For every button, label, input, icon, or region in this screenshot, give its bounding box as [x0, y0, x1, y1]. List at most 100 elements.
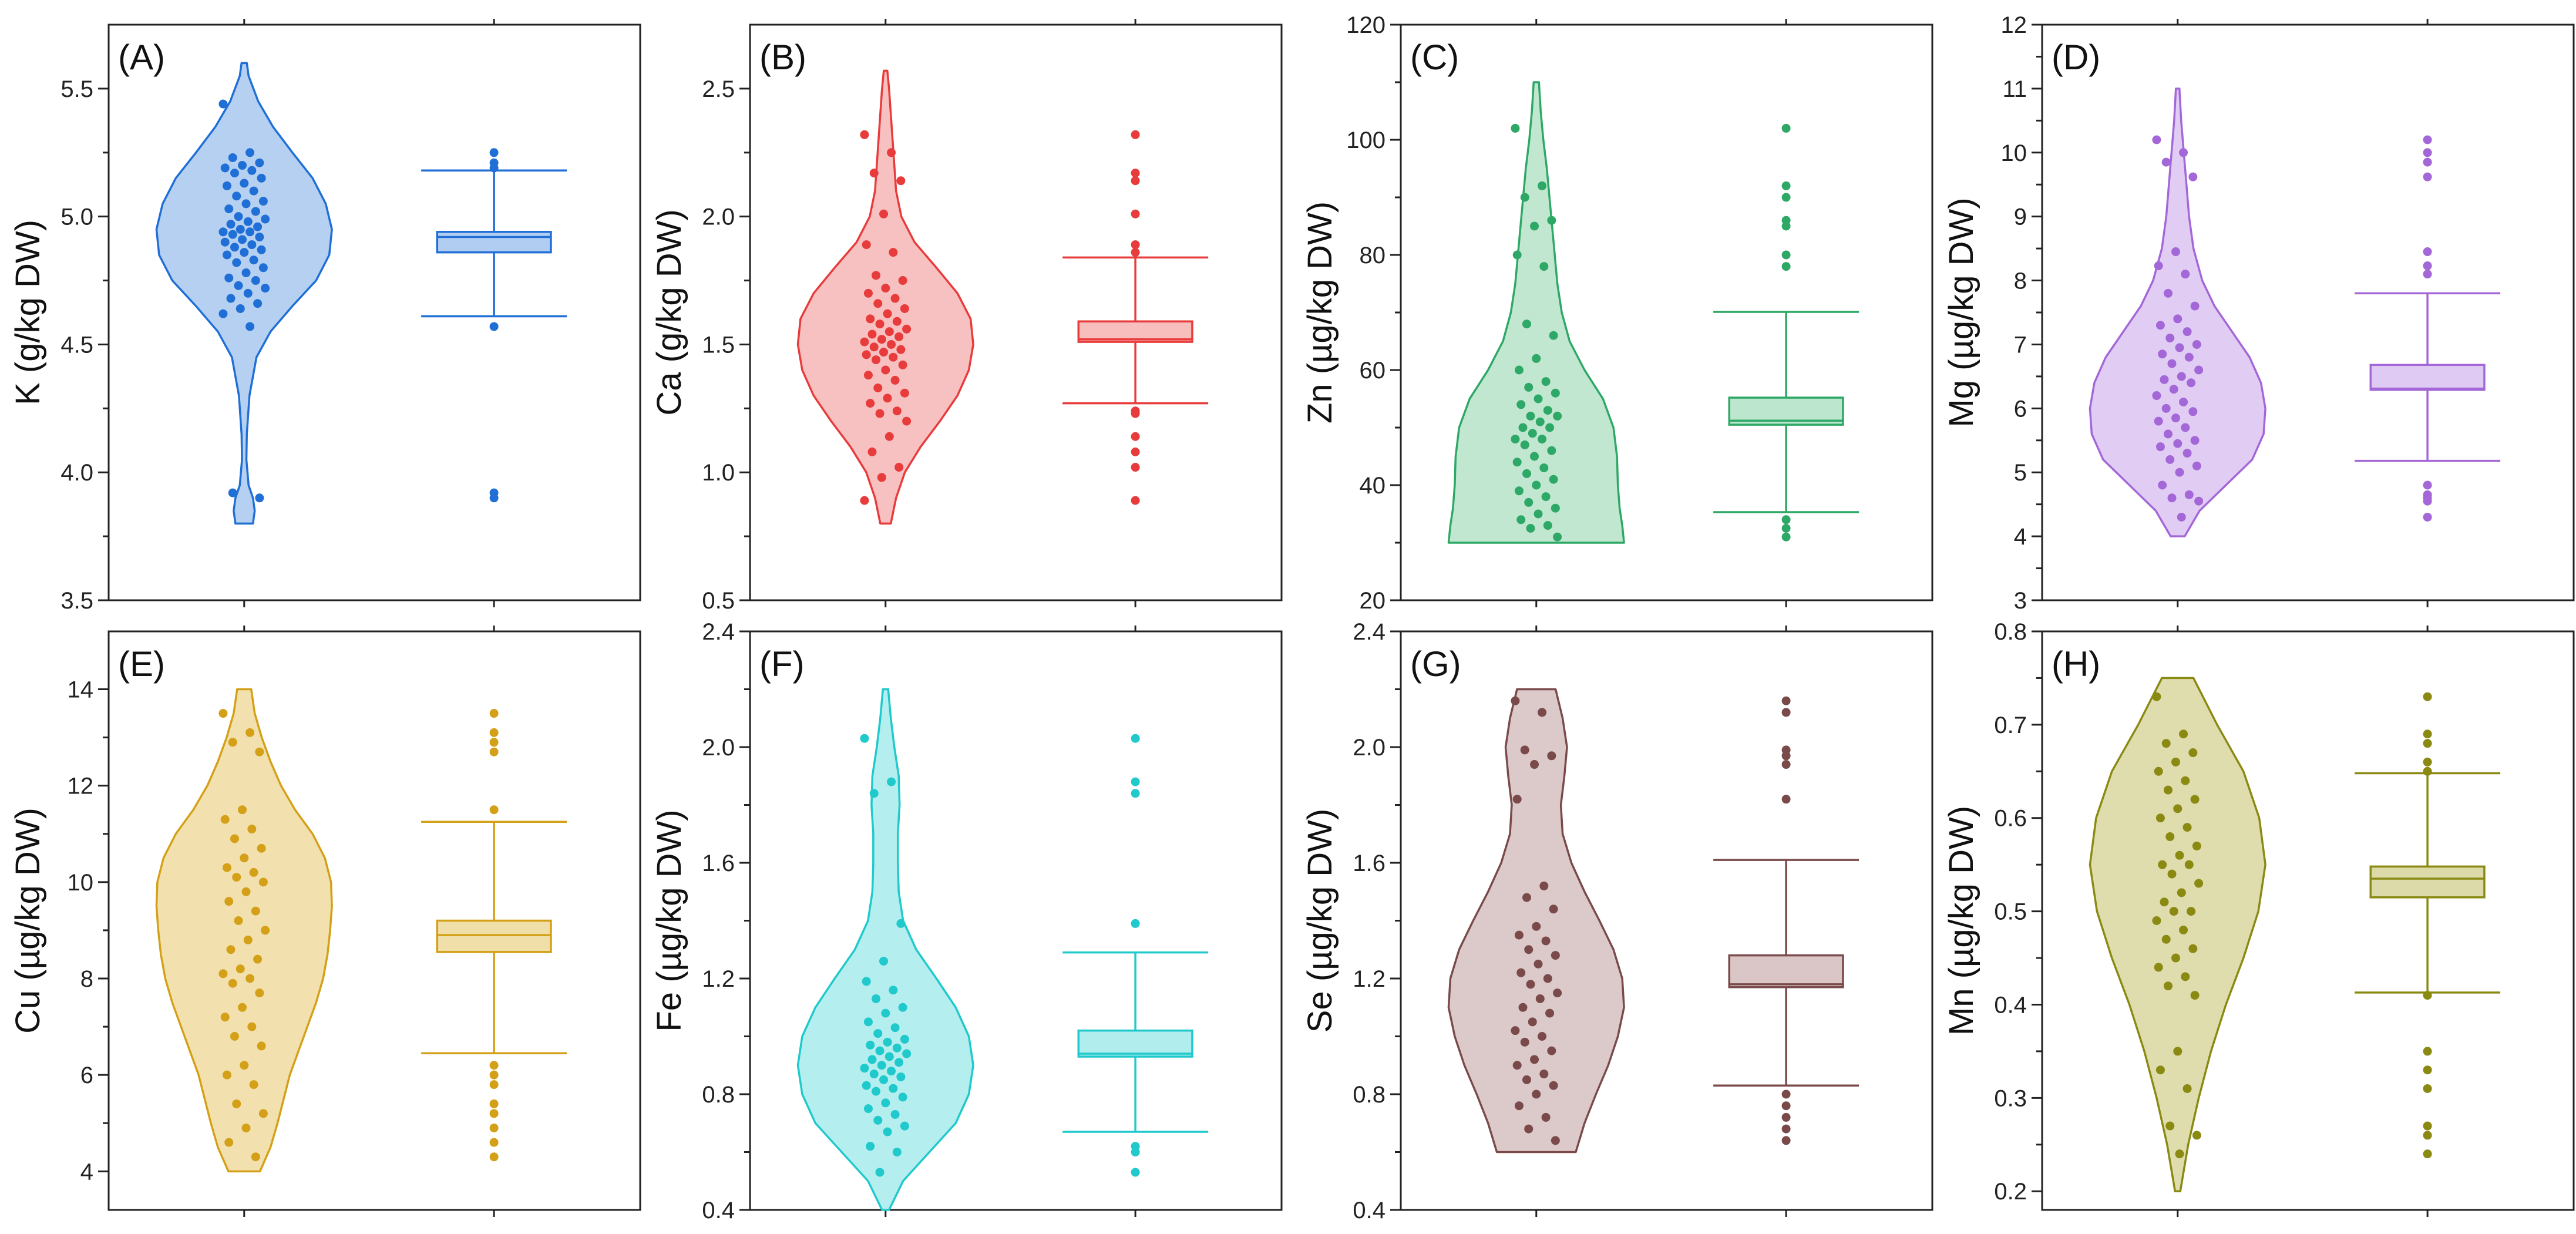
data-point — [2163, 288, 2173, 298]
data-point — [869, 1070, 879, 1079]
y-tick-label: 0.7 — [1994, 712, 2027, 738]
panel-k: 3.5 4.0 4.5 5.0 5.5 K (g/kg DW) (A) — [9, 19, 641, 614]
outlier-point — [1131, 240, 1140, 250]
y-tick-label: 100 — [1346, 127, 1385, 153]
data-point — [2182, 1084, 2192, 1093]
data-point — [241, 1123, 251, 1132]
y-tick-label: 14 — [68, 677, 94, 703]
box — [436, 231, 552, 254]
data-point — [246, 974, 255, 983]
data-point — [218, 309, 228, 318]
outlier-point — [1781, 696, 1791, 705]
y-tick-label: 5.0 — [60, 204, 93, 230]
data-point — [2161, 739, 2171, 748]
data-point — [2165, 455, 2175, 464]
data-point — [253, 299, 263, 308]
data-point — [1541, 936, 1551, 946]
panel-mn: 0.2 0.3 0.4 0.5 0.6 0.7 0.8 Mn (µg/kg DW) (H) — [1942, 619, 2575, 1217]
data-point — [1512, 1061, 1522, 1070]
data-point — [241, 887, 251, 896]
plot-frame — [107, 630, 641, 1211]
data-point — [902, 324, 912, 334]
data-point — [1543, 521, 1552, 530]
data-point — [1516, 400, 1526, 409]
data-point — [2161, 404, 2171, 413]
data-point — [1549, 905, 1558, 914]
data-point — [224, 1138, 234, 1147]
data-point — [902, 1049, 912, 1058]
data-point — [257, 245, 266, 254]
data-point — [220, 237, 230, 247]
y-tick-label: 5 — [2014, 460, 2027, 486]
data-point — [867, 1055, 877, 1064]
data-point — [2177, 512, 2186, 522]
data-point — [873, 1029, 883, 1038]
data-point — [1547, 1046, 1556, 1055]
data-point — [232, 1099, 241, 1108]
outlier-point — [489, 747, 499, 756]
outlier-point — [1781, 221, 1791, 231]
data-point — [896, 345, 906, 354]
y-axis-title: Ca (g/kg DW) — [650, 209, 688, 415]
y-tick-label: 2.0 — [1353, 735, 1385, 761]
data-point — [2179, 729, 2188, 739]
box — [2369, 364, 2486, 391]
data-point — [1524, 382, 1534, 392]
data-point — [234, 281, 243, 290]
outlier-point — [1781, 1101, 1791, 1111]
y-tick-label: 2.5 — [702, 76, 735, 102]
data-point — [2181, 972, 2190, 981]
data-point — [1512, 250, 1522, 260]
data-point — [1526, 524, 1535, 533]
data-point — [228, 153, 237, 162]
data-point — [2188, 172, 2198, 181]
data-point — [1549, 1081, 1558, 1090]
data-point — [1539, 262, 1549, 271]
data-point — [869, 169, 879, 178]
y-tick-label: 10 — [2001, 140, 2027, 166]
data-point — [881, 1008, 890, 1018]
panel-label: (B) — [759, 38, 806, 77]
outlier-point — [2423, 1131, 2432, 1140]
data-point — [894, 1058, 904, 1067]
data-point — [258, 877, 268, 887]
data-point — [2194, 879, 2204, 888]
data-point — [1518, 423, 1528, 432]
data-point — [871, 355, 880, 365]
data-point — [1526, 411, 1535, 421]
data-point — [2171, 757, 2181, 766]
data-point — [228, 230, 237, 239]
data-point — [1520, 193, 1529, 202]
outlier-point — [2423, 261, 2432, 271]
data-point — [2155, 442, 2165, 452]
data-point — [1534, 509, 1543, 519]
data-point — [1528, 429, 1537, 438]
data-point — [246, 322, 255, 331]
outlier-point — [2423, 692, 2432, 701]
data-point — [887, 148, 896, 157]
data-point — [1530, 452, 1539, 461]
data-point — [889, 248, 898, 257]
data-point — [2187, 907, 2196, 916]
data-point — [873, 383, 883, 392]
y-tick-label: 10 — [68, 870, 94, 896]
violin-shape — [796, 688, 974, 1211]
data-point — [902, 416, 912, 426]
panel-label: (E) — [118, 644, 165, 684]
data-point — [2184, 490, 2194, 499]
violin-shape — [2089, 88, 2266, 537]
data-point — [1524, 1124, 1534, 1134]
data-point — [258, 263, 268, 273]
outlier-point — [2423, 739, 2432, 748]
data-point — [1528, 1017, 1537, 1027]
outlier-point — [489, 1080, 499, 1090]
data-point — [2169, 907, 2178, 916]
data-point — [1530, 760, 1539, 769]
data-point — [249, 255, 258, 265]
data-point — [230, 169, 239, 178]
data-point — [1511, 435, 1520, 444]
data-point — [2184, 352, 2194, 362]
y-tick-label: 3.5 — [60, 588, 93, 614]
data-point — [1522, 320, 1531, 329]
panel-label: (D) — [2052, 38, 2100, 77]
